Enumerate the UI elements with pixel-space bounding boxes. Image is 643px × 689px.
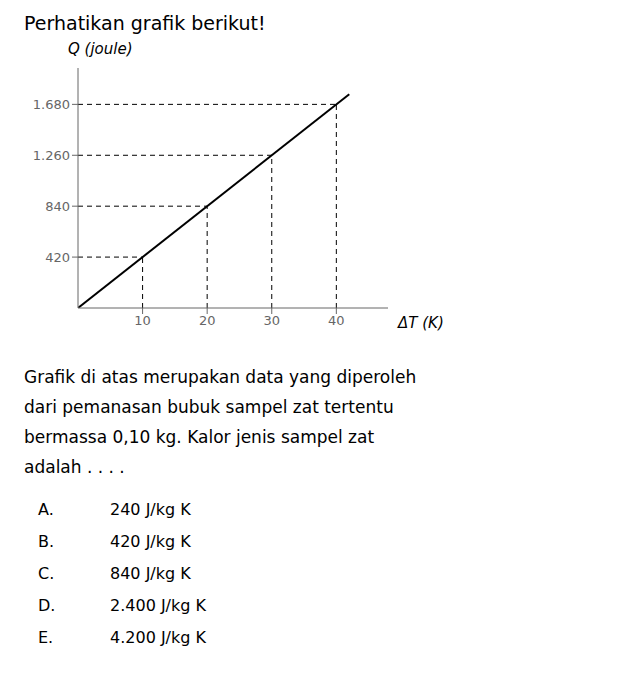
- svg-text:1.260: 1.260: [33, 148, 70, 163]
- html-text:4.200 J/kg K: 4.200 J/kg K: [110, 628, 206, 647]
- html-text:240 J/kg K: 240 J/kg K: [110, 500, 191, 519]
- svg-text:420: 420: [45, 250, 70, 265]
- html-text:C.: C.: [38, 564, 55, 583]
- html-text:B.: B.: [38, 532, 55, 551]
- svg-text:840: 840: [45, 199, 70, 214]
- svg-text:40: 40: [328, 313, 345, 328]
- svg-text:20: 20: [199, 313, 216, 328]
- html-text:E.: E.: [38, 628, 54, 647]
- svg-text:10: 10: [134, 313, 151, 328]
- html-text:adalah . . . .: adalah . . . .: [24, 457, 125, 477]
- svg-text:30: 30: [263, 313, 280, 328]
- html-text:420 J/kg K: 420 J/kg K: [110, 532, 191, 551]
- html-text:dari pemanasan bubuk sampel za: dari pemanasan bubuk sampel zat tertentu: [24, 397, 394, 417]
- html-text:bermassa 0,10 kg. Kalor jenis: bermassa 0,10 kg. Kalor jenis sampel zat: [24, 427, 375, 447]
- html-text:Q (joule): Q (joule): [68, 40, 133, 58]
- html-text:D.: D.: [38, 596, 56, 615]
- html-text:840 J/kg K: 840 J/kg K: [110, 564, 191, 583]
- html-text:A.: A.: [38, 500, 54, 519]
- html-text:2.400 J/kg K: 2.400 J/kg K: [110, 596, 206, 615]
- html-text:Perhatikan grafik berikut!: Perhatikan grafik berikut!: [24, 12, 266, 34]
- svg-text:1.680: 1.680: [33, 97, 70, 112]
- svg-text:ΔT (K): ΔT (K): [397, 314, 444, 332]
- html-text:Grafik di atas merupakan data: Grafik di atas merupakan data yang diper…: [24, 367, 417, 387]
